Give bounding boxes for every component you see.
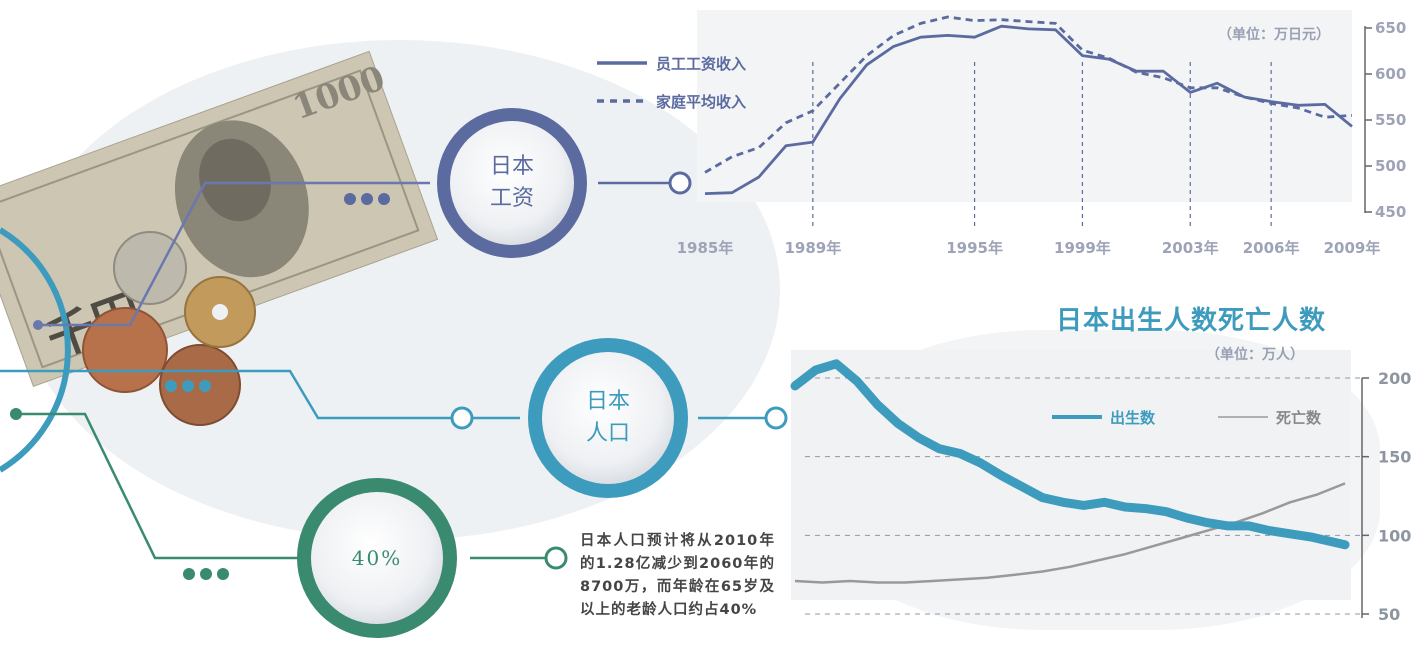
coin-copper-1 bbox=[83, 308, 167, 392]
wage-ellipsis-icon bbox=[344, 193, 390, 205]
wage-x-tick-label: 1999年 bbox=[1054, 239, 1111, 257]
pop-ellipsis-icon bbox=[165, 380, 211, 392]
coin-hole bbox=[212, 304, 228, 320]
wage-x-tick-label: 2006年 bbox=[1243, 239, 1300, 257]
wage-x-tick-label: 2003年 bbox=[1162, 239, 1219, 257]
wage-x-ticks: 1985年 1989年 1995年 1999年 2003年 2006年 2009年 bbox=[677, 239, 1381, 257]
pop-y-tick-label: 50 bbox=[1378, 605, 1400, 624]
legend-label-deaths: 死亡数 bbox=[1276, 409, 1322, 427]
pop-y-ticks: 200 150 100 50 bbox=[1362, 369, 1411, 624]
wage-y-ticks: 650 600 550 500 450 bbox=[1365, 19, 1406, 221]
wage-circle-line1: 日本 bbox=[472, 151, 552, 183]
pop-plot-bg bbox=[791, 350, 1351, 600]
wage-x-tick-label: 2009年 bbox=[1324, 239, 1381, 257]
wage-out-node bbox=[670, 173, 690, 193]
wage-y-tick-label: 450 bbox=[1375, 203, 1406, 221]
pop-unit-label: （单位：万人） bbox=[1206, 344, 1304, 364]
pop-y-tick-label: 150 bbox=[1378, 448, 1411, 467]
pct-circle-label: 40% bbox=[327, 542, 427, 574]
wage-y-tick-label: 500 bbox=[1375, 157, 1406, 175]
pop-y-tick-label: 100 bbox=[1378, 526, 1411, 545]
wage-circle-label: 日本 工资 bbox=[472, 151, 552, 215]
legend-label-wage: 员工工资收入 bbox=[656, 55, 746, 73]
population-note: 日本人口预计将从2010年的1.28亿减少到2060年的8700万，而年龄在65… bbox=[580, 530, 775, 622]
pct-connector-node bbox=[10, 408, 22, 420]
pop-circle-label: 日本 人口 bbox=[568, 386, 648, 450]
coin-silver bbox=[114, 232, 186, 304]
pop-out-node bbox=[766, 408, 786, 428]
wage-y-tick-label: 650 bbox=[1375, 19, 1406, 37]
pct-ellipsis-icon bbox=[183, 568, 229, 580]
wage-x-tick-label: 1989年 bbox=[784, 239, 841, 257]
wage-connector-node bbox=[33, 320, 43, 330]
pct-connector bbox=[16, 414, 298, 558]
legend-label-births: 出生数 bbox=[1110, 409, 1156, 427]
legend-label-household: 家庭平均收入 bbox=[656, 93, 746, 111]
wage-x-tick-label: 1995年 bbox=[946, 239, 1003, 257]
pop-chart-title: 日本出生人数死亡人数 bbox=[1056, 300, 1326, 337]
wage-y-tick-label: 550 bbox=[1375, 111, 1406, 129]
pop-y-tick-label: 200 bbox=[1378, 369, 1411, 388]
pop-in-node bbox=[452, 408, 472, 428]
wage-circle-line2: 工资 bbox=[472, 183, 552, 215]
wage-unit-label: （单位：万日元） bbox=[1218, 26, 1330, 43]
wage-y-tick-label: 600 bbox=[1375, 65, 1406, 83]
pct-out-node bbox=[546, 548, 566, 568]
wage-x-tick-label: 1985年 bbox=[677, 239, 734, 257]
pop-circle-line2: 人口 bbox=[568, 418, 648, 450]
pop-circle-line1: 日本 bbox=[568, 386, 648, 418]
